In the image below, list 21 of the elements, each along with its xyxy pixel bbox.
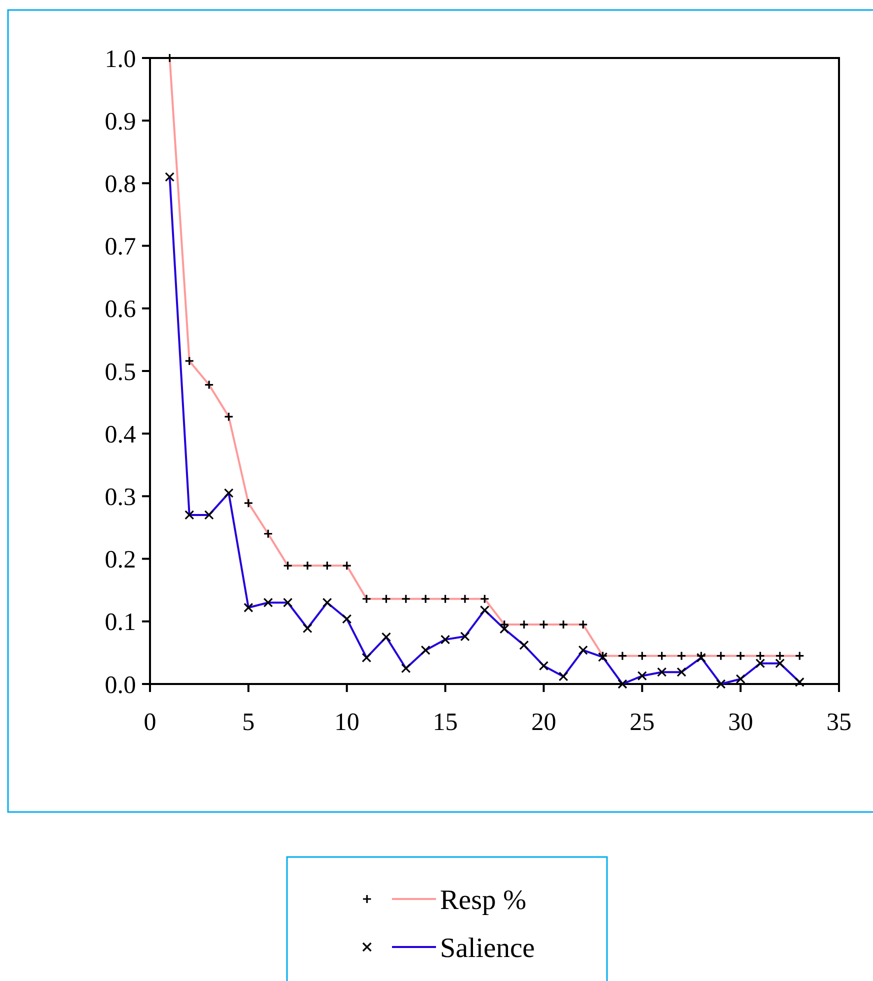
y-tick-label: 1.0 (104, 46, 136, 73)
x-tick-label: 15 (432, 709, 458, 736)
x-tick-label: 35 (826, 709, 852, 736)
legend-label: Resp % (440, 885, 526, 916)
x-tick-label: 5 (242, 709, 255, 736)
y-tick-label: 0.4 (104, 421, 136, 448)
y-tick-label: 0.9 (104, 108, 136, 136)
y-tick-label: 0.7 (104, 234, 136, 261)
y-tick-label: 0.0 (104, 672, 136, 699)
x-tick-label: 10 (334, 709, 360, 736)
y-tick-label: 0.6 (104, 296, 136, 324)
x-tick-label: 0 (144, 709, 156, 736)
y-tick-label: 0.3 (104, 484, 136, 511)
x-tick-label: 30 (728, 709, 754, 736)
x-tick-label: 20 (531, 709, 556, 736)
legend-label: Salience (440, 933, 535, 964)
y-tick-label: 0.2 (104, 546, 136, 574)
y-tick-label: 0.1 (104, 609, 136, 636)
y-tick-label: 0.8 (104, 170, 136, 198)
x-tick-label: 25 (630, 709, 655, 736)
y-tick-label: 0.5 (104, 358, 136, 386)
